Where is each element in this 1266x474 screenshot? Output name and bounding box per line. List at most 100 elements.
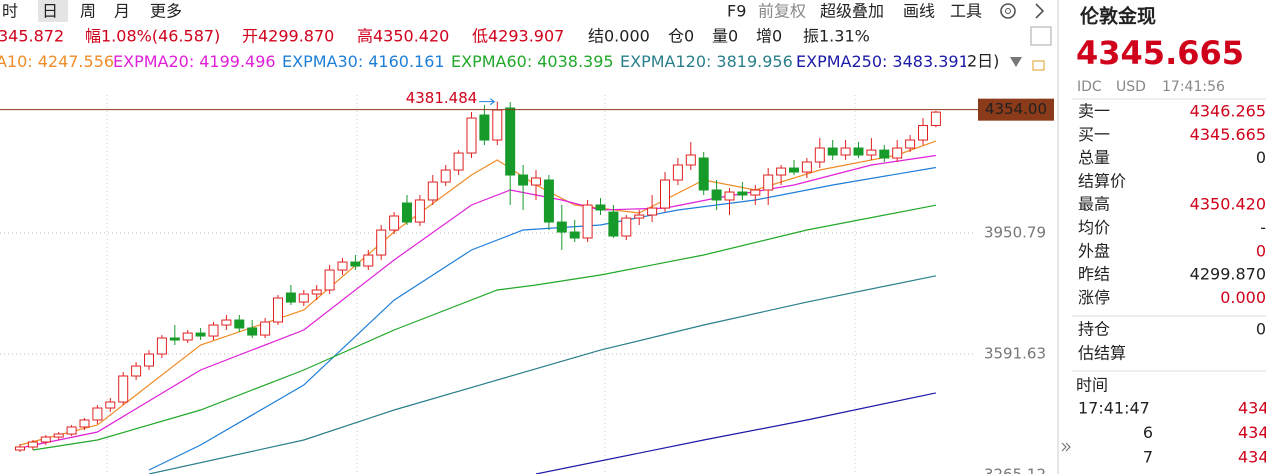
candle-body [672,164,683,181]
quote-field: 增0 [756,27,782,46]
candle-body [453,152,464,171]
candle-body [92,407,103,421]
field-value: 0 [1256,148,1266,167]
candle-body [337,261,348,271]
dropdown-icon[interactable] [1010,57,1022,67]
period-tab[interactable]: 日 [42,2,58,21]
candle-body [827,147,838,156]
price-tag-label: 4354.00 [985,100,1047,118]
candle-body [234,319,245,329]
candle-body [247,327,258,336]
legend-name: EXPMA30: [282,52,363,71]
field-value: 4345.665 [1190,125,1266,144]
candle-body [15,446,25,451]
candle-body [814,147,825,163]
ema-line [148,275,937,474]
field-label: 总量 [1078,148,1110,167]
tool-button[interactable]: 画线 [903,2,935,21]
candle-body [118,375,129,403]
legend-value: 4199.496 [199,52,275,71]
quote-field: 高4350.420 [357,27,449,46]
legend-name: EXPMA60: [451,52,532,71]
candle-body [466,117,477,154]
price-tag [978,98,1054,121]
candle-body [389,215,400,231]
trade-price: 434 [1238,399,1266,418]
quote-field: 开4299.870 [242,27,334,46]
candle-body [685,154,696,166]
candle-body [763,174,774,191]
ema-line [19,154,936,449]
legend-name: EXPMA20: [113,52,194,71]
candle-body [634,214,645,219]
candle-body [853,147,864,156]
time: 17:41:56 [1162,79,1225,95]
period-tab[interactable]: 更多 [150,2,182,21]
last-price: 4345.665 [1076,34,1244,72]
tool-button[interactable]: 超级叠加 [820,2,884,21]
trade-time: 6 [1143,423,1153,442]
tool-button[interactable]: 前复权 [758,2,806,21]
legend-tail: 2日) [967,52,999,71]
legend-value: 3483.391 [892,52,968,71]
candle-body [505,107,516,176]
legend-tail-bg [966,50,1006,74]
settings-icon[interactable] [1000,3,1016,19]
period-selected-bg [38,0,68,22]
field-label: 最高 [1078,195,1110,214]
field-value: 0 [1256,241,1266,260]
wp-icon[interactable] [1030,26,1052,46]
candle-body [144,353,154,367]
field-label: 估结算 [1078,344,1126,363]
candle-body [402,202,412,223]
field-value: 0.000 [1220,288,1266,307]
legend-value: 4247.556 [38,52,114,71]
lock-icon[interactable] [1032,60,1045,71]
candle-body [285,292,296,303]
candle-body [414,199,425,223]
candle-body [156,337,167,355]
candle-body [195,332,206,337]
legend-entry: EXPMA250: 3483.391 [796,52,969,71]
candle-body [260,321,271,336]
quote-field: 振1.31% [803,27,870,46]
candle-body [918,125,928,141]
candle-body [40,436,51,443]
legend-value: 4038.395 [537,52,613,71]
legend-entry: EXPMA30: 4160.161 [282,52,445,71]
quote-field: 结0.000 [588,27,650,46]
period-tab[interactable]: 时 [2,2,18,21]
field-value: 4350.420 [1190,195,1266,214]
candle-body [879,149,890,159]
y-tick-label: 3950.79 [984,224,1046,242]
field-label: 涨停 [1078,288,1110,307]
candle-body [79,419,90,428]
y-tick-label: 3265.12 [984,466,1046,474]
candle-body [776,167,787,176]
quote-field: 低4293.907 [472,27,564,46]
legend-name: EXPMA250: [796,52,887,71]
candle-body [66,426,77,435]
field-label: 均价 [1078,218,1110,237]
candle-body [930,111,941,127]
field-label: 买一 [1078,125,1110,144]
tool-button[interactable]: F9 [727,2,746,21]
field-value: 4299.870 [1190,265,1266,284]
candle-body [621,217,632,237]
quote-field: 幅1.08%(46.587) [85,27,220,46]
expand-icon[interactable] [1061,442,1071,452]
field-label: 昨结 [1078,265,1110,284]
period-tab[interactable]: 月 [114,2,130,21]
collapse-icon[interactable] [1035,3,1045,19]
candle-body [543,179,554,223]
ema-line [32,204,937,451]
period-tab[interactable]: 周 [80,2,96,21]
y-tick-label: 3591.63 [984,345,1046,363]
candle-body [789,167,799,173]
ema-line [535,392,937,474]
candle-body [311,289,322,295]
candle-body [182,332,193,341]
candle-body [298,293,309,303]
tool-button[interactable]: 工具 [950,2,982,21]
